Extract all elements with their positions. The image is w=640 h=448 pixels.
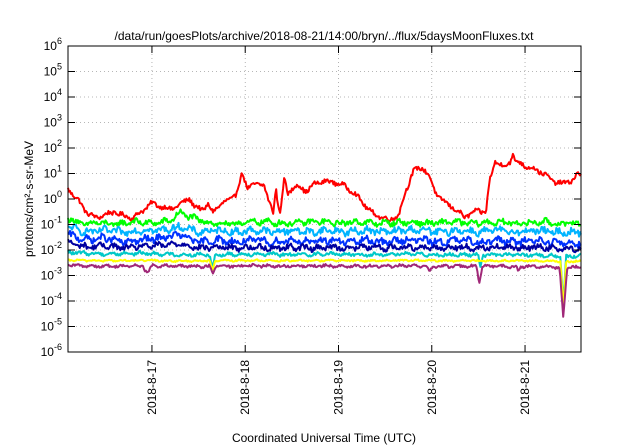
y-tick-labels: 10-6 10-5 10-4 10-3 10-2 10-1 100 101 102 103 104 1…	[41, 36, 62, 359]
y-tick-label: 105	[44, 62, 62, 79]
y-tick-label: 102	[44, 138, 62, 155]
y-tick-label: 10-6	[41, 342, 62, 359]
y-tick-label: 103	[44, 113, 62, 130]
ticks	[68, 45, 581, 353]
y-tick-label: 10-5	[41, 317, 62, 334]
series-line-5	[67, 249, 582, 307]
y-tick-label: 10-2	[41, 240, 62, 257]
series-line-3	[67, 230, 582, 249]
series-layer	[67, 152, 582, 318]
series-line-4	[67, 238, 582, 254]
series-line-7	[67, 262, 582, 318]
chart-title: /data/run/goesPlots/archive/2018-08-21/1…	[115, 29, 535, 43]
series-line-0	[67, 152, 582, 223]
y-tick-label: 10-4	[41, 291, 62, 308]
x-tick-label: 2018-8-21	[518, 360, 532, 415]
y-tick-label: 104	[44, 87, 62, 104]
x-tick-label: 2018-8-18	[238, 360, 252, 415]
y-tick-label: 106	[44, 36, 62, 53]
series-line-1	[67, 208, 582, 228]
series-line-6	[67, 258, 582, 311]
x-tick-label: 2018-8-20	[425, 360, 439, 415]
x-axis-label: Coordinated Universal Time (UTC)	[232, 431, 416, 445]
y-axis-label: protons/cm²-s-sr-MeV	[22, 141, 36, 257]
x-tick-label: 2018-8-17	[145, 360, 159, 415]
series-line-2	[67, 221, 582, 238]
y-tick-label: 100	[44, 189, 62, 206]
y-tick-label: 10-3	[41, 266, 62, 283]
y-tick-label: 10-1	[41, 215, 62, 232]
y-tick-label: 101	[44, 164, 62, 181]
x-tick-label: 2018-8-19	[331, 360, 345, 415]
x-tick-labels: 2018-8-17 2018-8-18 2018-8-19 2018-8-20 2018…	[145, 360, 532, 415]
